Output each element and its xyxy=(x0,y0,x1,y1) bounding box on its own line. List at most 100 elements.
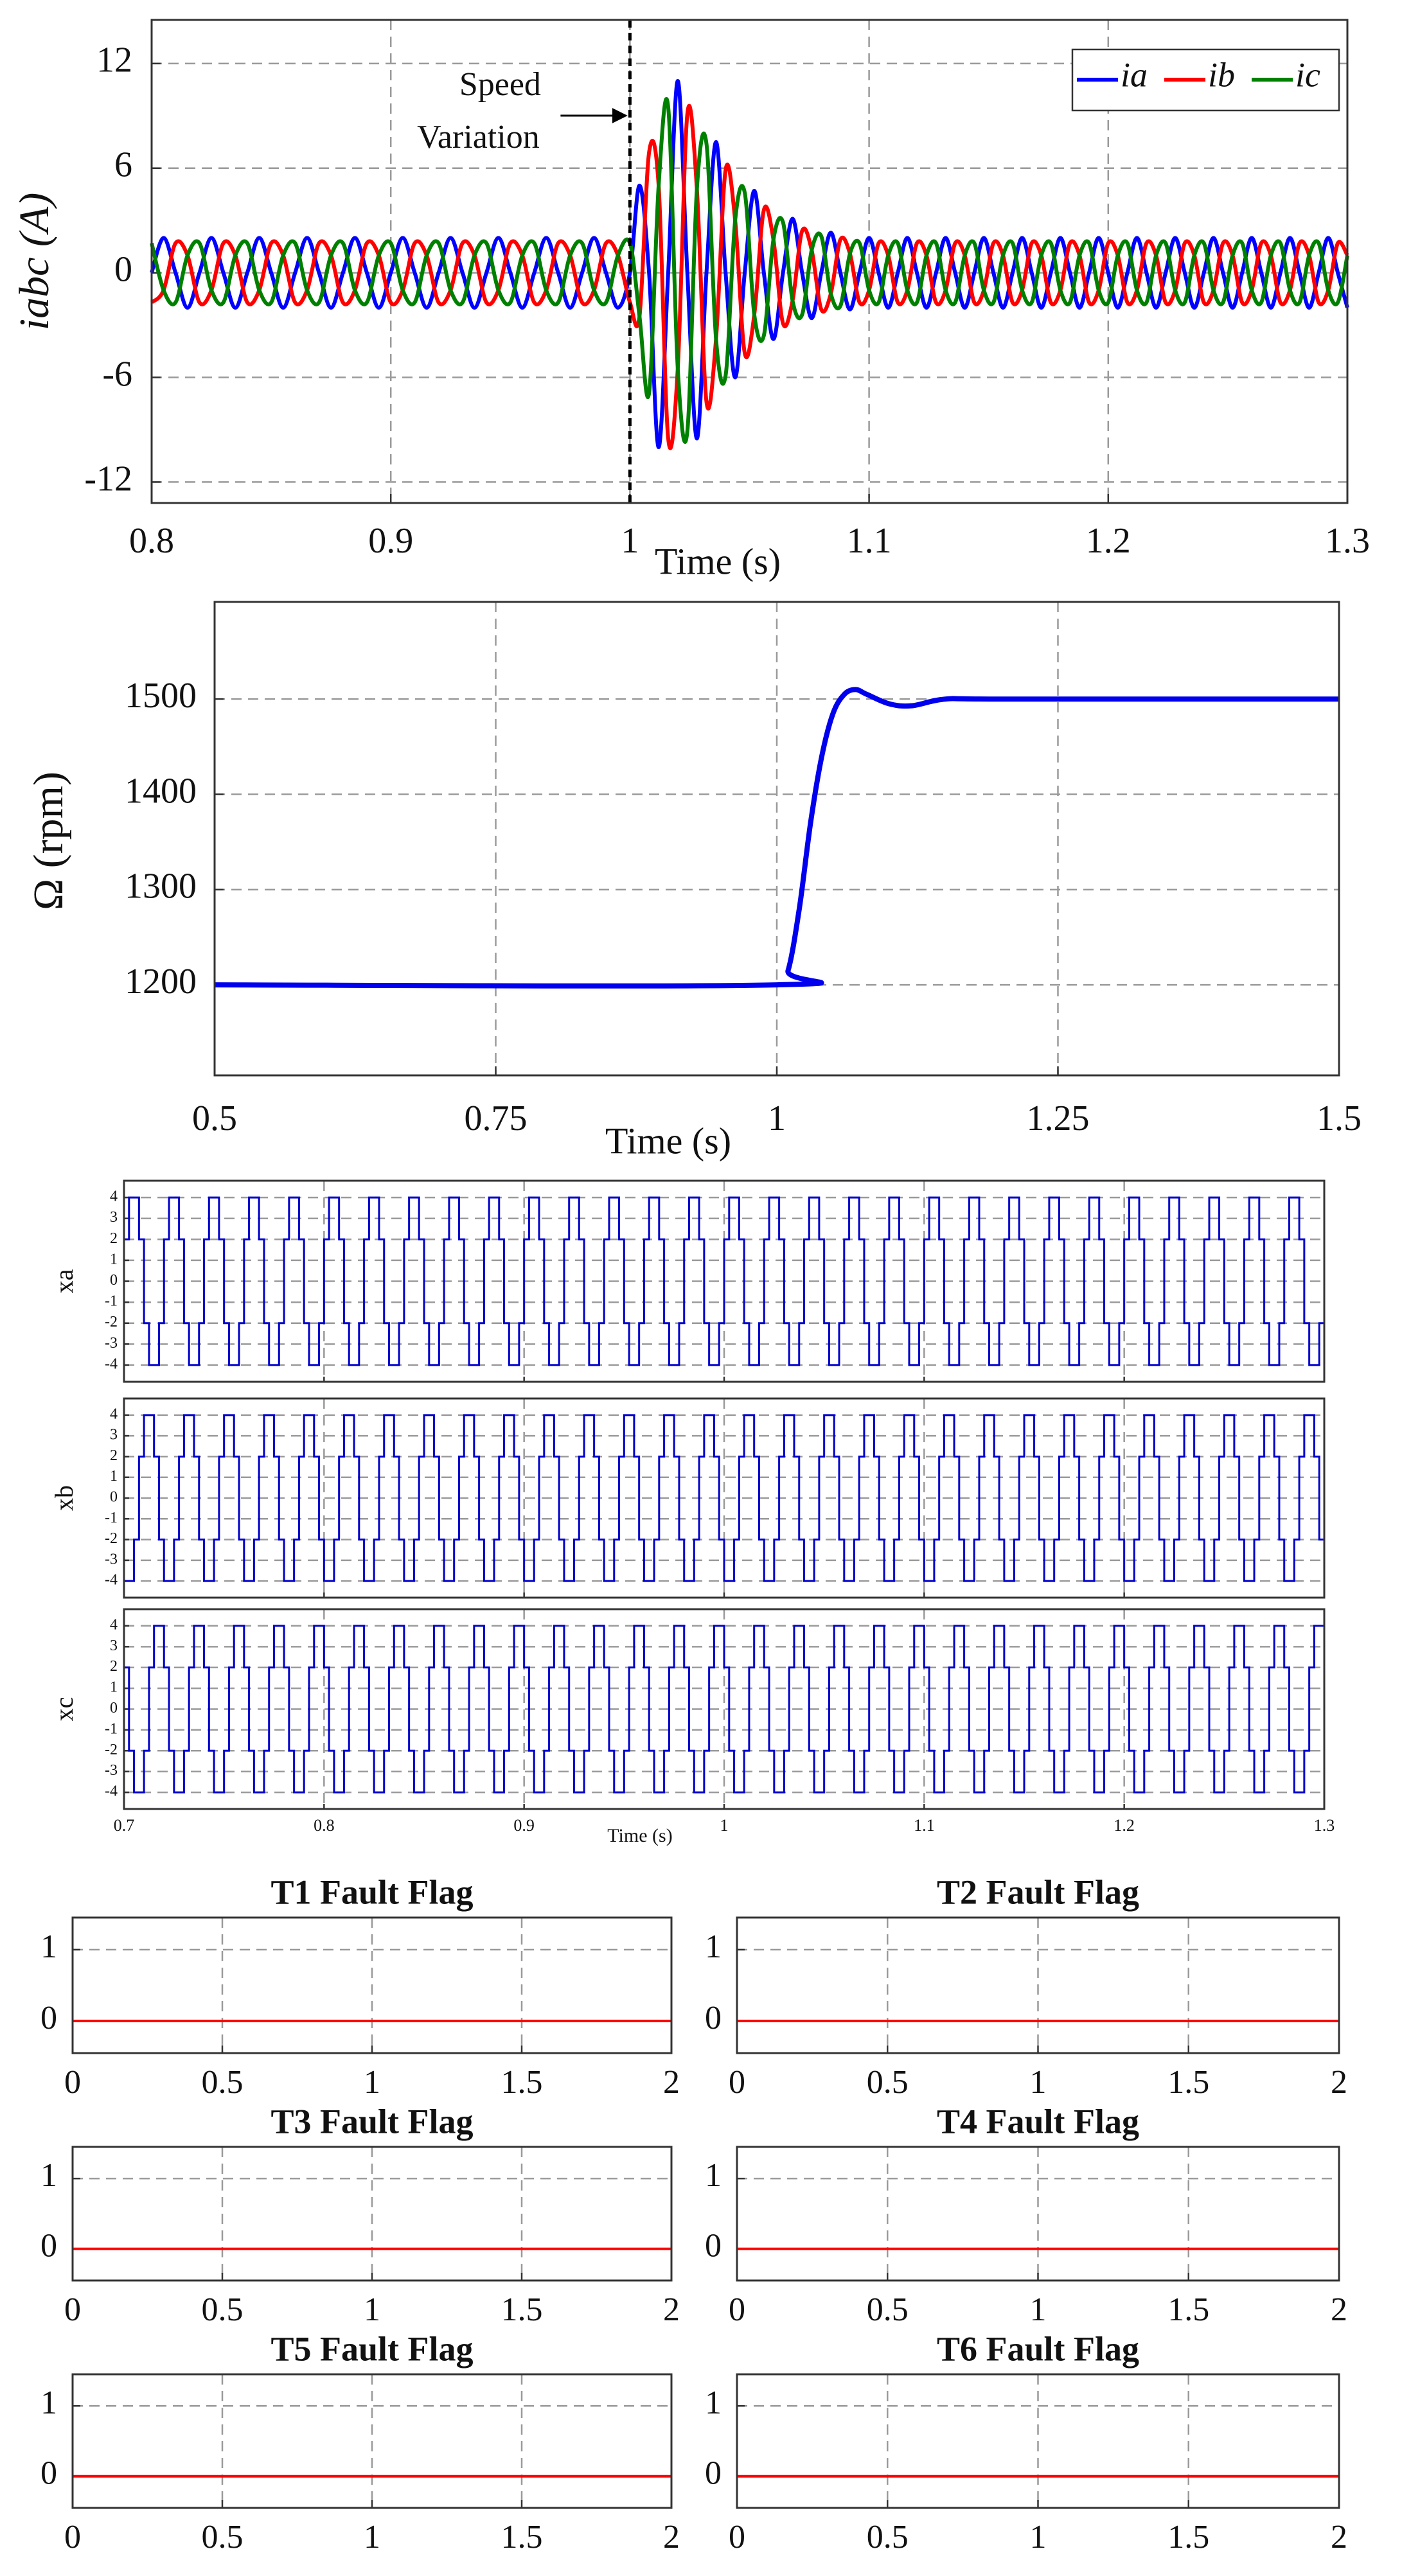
x-tick-label: 2 xyxy=(1331,2291,1347,2328)
legend-label: ic xyxy=(1295,55,1320,94)
x-tick-label: 0 xyxy=(729,2291,745,2328)
x-tick-label: 1 xyxy=(621,521,639,561)
panel-title: T4 Fault Flag xyxy=(937,2102,1139,2140)
x-tick-label: 1 xyxy=(720,1816,729,1835)
plot-frame xyxy=(123,1179,1326,1383)
x-tick-label: 1 xyxy=(1030,2064,1047,2101)
x-tick-label: 0 xyxy=(64,2064,81,2101)
y-tick-label: -4 xyxy=(105,1783,118,1800)
x-tick-label: 0 xyxy=(64,2519,81,2555)
x-tick-label: 0.5 xyxy=(867,2291,909,2328)
x-tick-label: 1 xyxy=(364,2291,380,2328)
y-tick-label: 6 xyxy=(114,145,132,185)
x-tick-label: 1 xyxy=(1030,2291,1047,2328)
plot-frame xyxy=(736,2373,1340,2509)
x-tick-label: 1.3 xyxy=(1314,1816,1335,1835)
y-tick-label: 3 xyxy=(110,1209,118,1226)
x-tick-label: 0.5 xyxy=(867,2064,909,2101)
x-tick-label: 0.8 xyxy=(314,1816,335,1835)
y-tick-label: -4 xyxy=(105,1572,118,1589)
y-tick-label: 1 xyxy=(110,1251,118,1267)
x-tick-label: 0.9 xyxy=(513,1816,535,1835)
x-tick-label: 1.25 xyxy=(1027,1098,1090,1138)
y-tick-label: 1 xyxy=(705,2385,722,2421)
y-tick-label: 1400 xyxy=(125,771,197,811)
x-tick-label: 1.3 xyxy=(1325,521,1370,561)
y-axis-label: xb xyxy=(49,1485,78,1511)
y-tick-label: 0 xyxy=(110,1700,118,1716)
y-tick-label: -1 xyxy=(105,1510,118,1526)
x-tick-label: 0.7 xyxy=(114,1816,135,1835)
y-tick-label: 1 xyxy=(110,1679,118,1696)
plot-frame xyxy=(71,1916,673,2054)
x-tick-label: 0.9 xyxy=(368,521,413,561)
plot-frame xyxy=(123,1397,1326,1599)
y-tick-label: 2 xyxy=(110,1230,118,1247)
x-tick-label: 2 xyxy=(663,2064,680,2101)
annotation: Speed xyxy=(459,66,541,103)
y-tick-label: 0 xyxy=(40,2000,57,2036)
x-tick-label: 1 xyxy=(364,2064,380,2101)
x-tick-label: 1.5 xyxy=(1167,2519,1209,2555)
x-tick-label: 0.5 xyxy=(202,2519,244,2555)
series-step xyxy=(124,1414,1326,1582)
x-tick-label: 1 xyxy=(364,2519,380,2555)
plot-frame xyxy=(213,601,1340,1077)
y-tick-label: 3 xyxy=(110,1427,118,1443)
x-tick-label: 0.5 xyxy=(192,1098,237,1138)
x-tick-label: 1.2 xyxy=(1114,1816,1135,1835)
series-step xyxy=(124,1196,1326,1366)
legend-label: ia xyxy=(1121,55,1148,94)
panel-title: T5 Fault Flag xyxy=(271,2329,473,2368)
y-tick-label: -2 xyxy=(105,1314,118,1330)
x-tick-label: 1.5 xyxy=(501,2064,543,2101)
x-tick-label: 1.2 xyxy=(1086,521,1131,561)
y-tick-label: -1 xyxy=(105,1293,118,1310)
y-tick-label: -3 xyxy=(105,1551,118,1567)
y-tick-label: 2 xyxy=(110,1447,118,1464)
y-tick-label: -3 xyxy=(105,1335,118,1352)
y-tick-label: 2 xyxy=(110,1658,118,1675)
y-tick-label: 4 xyxy=(110,1406,118,1422)
y-tick-label: -2 xyxy=(105,1742,118,1758)
plot-frame xyxy=(71,2373,673,2509)
x-tick-label: 1.5 xyxy=(1317,1098,1362,1138)
x-tick-label: 2 xyxy=(663,2519,680,2555)
x-tick-label: 2 xyxy=(1331,2064,1347,2101)
series-step xyxy=(124,1625,1326,1794)
y-tick-label: 0 xyxy=(705,2000,722,2036)
y-tick-label: 1 xyxy=(705,2157,722,2194)
y-axis-label: iabc (A) xyxy=(11,193,58,330)
y-tick-label: 0 xyxy=(40,2455,57,2492)
y-tick-label: -3 xyxy=(105,1762,118,1779)
y-tick-label: 1 xyxy=(40,2385,57,2421)
y-axis-label: xa xyxy=(49,1269,78,1293)
legend-label: ib xyxy=(1208,55,1235,94)
y-tick-label: 3 xyxy=(110,1637,118,1654)
x-axis-label: Time (s) xyxy=(607,1825,672,1846)
x-tick-label: 0.5 xyxy=(202,2291,244,2328)
y-tick-label: 0 xyxy=(114,249,132,289)
x-axis-label: Time (s) xyxy=(655,540,781,582)
x-tick-label: 1.5 xyxy=(501,2519,543,2555)
y-axis-label: Ω (rpm) xyxy=(25,772,72,910)
plot-frame xyxy=(150,19,1349,504)
x-tick-label: 0.75 xyxy=(465,1098,528,1138)
y-tick-label: -2 xyxy=(105,1530,118,1547)
x-tick-label: 0 xyxy=(729,2519,745,2555)
x-tick-label: 2 xyxy=(663,2291,680,2328)
x-axis-label: Time (s) xyxy=(605,1120,731,1161)
x-tick-label: 1.1 xyxy=(847,521,892,561)
y-tick-label: 0 xyxy=(705,2228,722,2264)
y-tick-label: 4 xyxy=(110,1616,118,1633)
x-tick-label: 2 xyxy=(1331,2519,1347,2555)
plot-frame xyxy=(123,1608,1326,1810)
x-tick-label: 1.5 xyxy=(501,2291,543,2328)
plot-frame xyxy=(736,2146,1340,2282)
series-line xyxy=(214,687,1339,989)
x-tick-label: 1.1 xyxy=(914,1816,935,1835)
x-tick-label: 1.5 xyxy=(1167,2291,1209,2328)
y-tick-label: 1 xyxy=(110,1468,118,1485)
x-tick-label: 0 xyxy=(729,2064,745,2101)
